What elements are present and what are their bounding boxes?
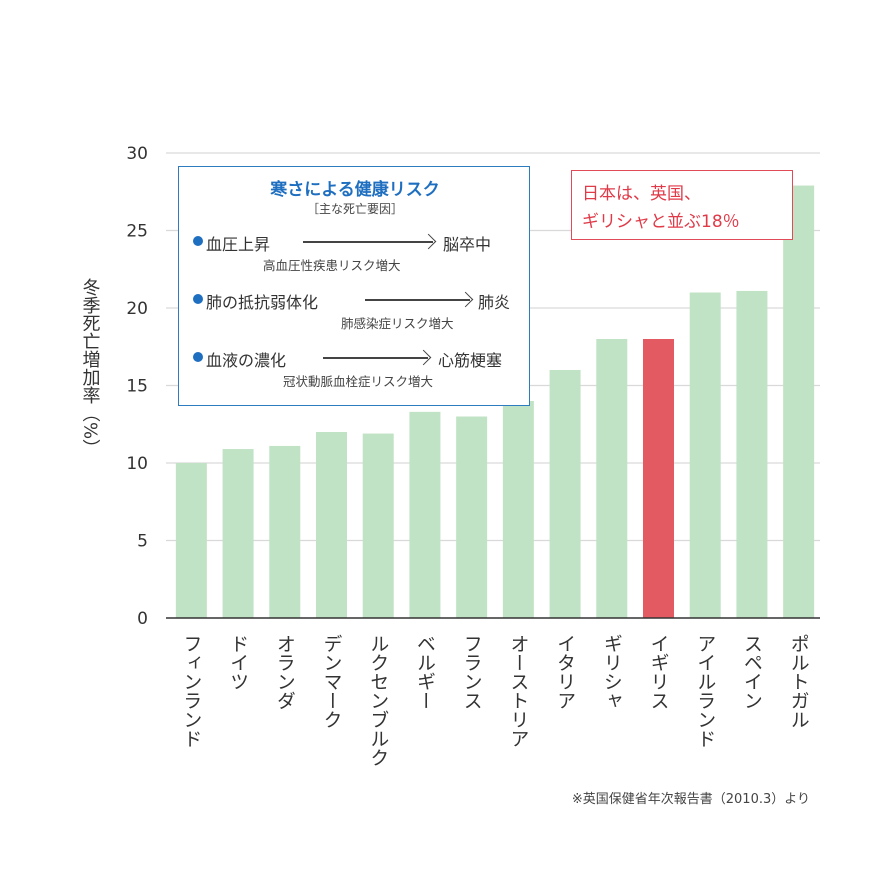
bar xyxy=(596,339,628,618)
risk-note: 肺感染症リスク増大 xyxy=(341,316,454,331)
y-tick-label: 20 xyxy=(126,299,148,319)
source-note: ※英国保健省年次報告書（2010.3）より xyxy=(571,792,810,807)
category-labels: フィンランド ドイツ オランダ デンマーク ルクセンブルク ベルギー フランス オーストリア イ… xyxy=(180,634,809,767)
risk-cause: 肺の抵抗弱体化 xyxy=(206,293,319,312)
y-tick-label: 15 xyxy=(126,377,148,397)
risk-box-subtitle: ［主な死亡要因］ xyxy=(306,202,403,216)
x-category-label: オーストリア xyxy=(507,634,529,748)
risk-item: 血圧上昇 脳卒中 高血圧性疾患リスク増大 xyxy=(193,231,517,287)
x-category-label: スペイン xyxy=(741,634,763,710)
risk-effect: 心筋梗塞 xyxy=(438,351,503,370)
bar xyxy=(316,432,347,618)
risk-note: 冠状動脈血栓症リスク増大 xyxy=(283,374,434,389)
bar xyxy=(175,463,207,618)
bar xyxy=(269,445,301,618)
x-category-label: イタリア xyxy=(554,634,576,710)
bullet-icon xyxy=(193,294,203,304)
x-category-label: イギリス xyxy=(648,634,670,710)
x-category-label: ベルギー xyxy=(414,634,436,710)
x-category-label: フランス xyxy=(461,634,483,710)
arrow-right-icon xyxy=(303,241,433,243)
x-category-label: ポルトガル xyxy=(788,634,810,729)
x-category-label: フィンランド xyxy=(180,634,202,748)
bar-highlight xyxy=(643,339,674,618)
arrow-right-icon xyxy=(365,299,470,301)
risk-cause: 血圧上昇 xyxy=(206,235,271,254)
bar xyxy=(689,292,721,618)
health-risk-box: 寒さによる健康リスク ［主な死亡要因］ 血圧上昇 脳卒中 高血圧性疾患リスク増大… xyxy=(178,166,530,406)
risk-effect: 脳卒中 xyxy=(443,235,492,254)
risk-item: 血液の濃化 心筋梗塞 冠状動脈血栓症リスク増大 xyxy=(193,347,517,403)
x-category-label: アイルランド xyxy=(694,634,716,748)
y-tick-label: 30 xyxy=(126,144,148,164)
risk-note: 高血圧性疾患リスク増大 xyxy=(263,258,401,273)
x-category-label: ルクセンブルク xyxy=(367,634,389,767)
x-category-label: ドイツ xyxy=(227,634,249,691)
y-tick-label: 10 xyxy=(126,454,148,474)
japan-callout: 日本は、英国、 ギリシャと並ぶ18％ xyxy=(571,170,793,240)
bar xyxy=(222,449,254,618)
y-axis-ticks: 0 5 10 15 20 25 30 xyxy=(126,144,148,629)
bar xyxy=(783,185,815,619)
x-category-label: デンマーク xyxy=(321,634,343,729)
risk-box-title: 寒さによる健康リスク xyxy=(270,180,440,200)
bullet-icon xyxy=(193,236,203,246)
bar xyxy=(736,290,768,618)
x-category-label: ギリシャ xyxy=(601,634,623,710)
risk-cause: 血液の濃化 xyxy=(206,351,287,370)
y-tick-label: 5 xyxy=(137,532,148,552)
risk-effect: 肺炎 xyxy=(478,293,511,312)
bar xyxy=(362,433,394,618)
y-tick-label: 25 xyxy=(126,222,148,242)
x-category-label: オランダ xyxy=(274,634,296,710)
bar xyxy=(456,416,488,618)
bar xyxy=(502,401,534,618)
bars xyxy=(175,185,815,619)
bar xyxy=(549,370,581,618)
bullet-icon xyxy=(193,352,203,362)
arrow-right-icon xyxy=(323,357,428,359)
bar xyxy=(409,411,441,618)
risk-item: 肺の抵抗弱体化 肺炎 肺感染症リスク増大 xyxy=(193,289,517,345)
callout-line-1: 日本は、英国、 xyxy=(582,184,701,204)
y-axis-label: 冬季死亡増加率（%） xyxy=(80,278,101,457)
callout-line-2: ギリシャと並ぶ18％ xyxy=(582,212,740,232)
y-tick-label: 0 xyxy=(137,609,148,629)
